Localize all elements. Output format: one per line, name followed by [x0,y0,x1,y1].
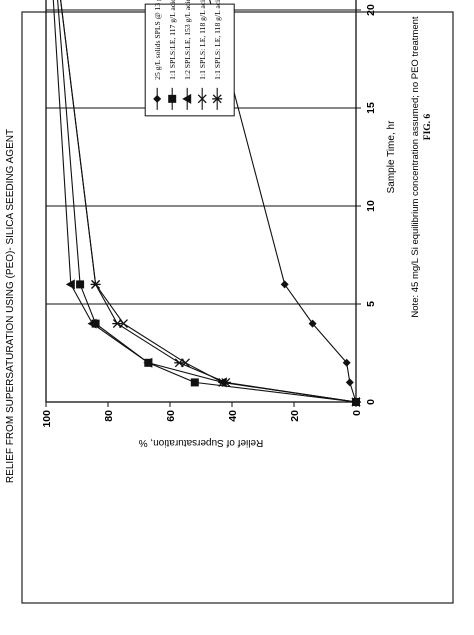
data-point [65,279,75,290]
data-point [197,94,207,104]
y-tick-label: 60 [165,410,177,422]
square-marker [168,94,177,103]
x-axis-label: Sample Time, hr [386,120,397,193]
y-tick-label: 40 [227,410,239,422]
data-point [190,378,199,387]
y-tick-label: 20 [289,410,301,422]
diamond-marker [345,378,354,387]
x-tick-labels: 0510152025 [365,4,377,405]
chart-title: RELIEF FROM SUPERSATURATION USING (PEO)-… [5,129,16,483]
data-point [87,318,97,329]
data-point [308,319,317,328]
data-point [90,279,101,289]
x-tick-label: 5 [365,301,377,307]
diamond-marker [153,94,162,103]
data-point [280,280,289,289]
legend-entry-label: 1:2 SPLS:LE, 153 g/L acid, 23 g/L solids [183,0,192,80]
plot-frame [45,0,357,403]
x-marker-stroke [197,94,207,104]
data-point [153,94,162,103]
triangle-marker [65,279,75,290]
figure-label: FIG. 6 [423,114,433,141]
y-axis-label: Relief of Supersaturation, % [139,437,264,448]
series-markers [65,279,361,407]
data-point [220,377,231,387]
legend-box [144,3,235,117]
series-lines [48,0,357,403]
series-line [191,0,357,403]
y-tick-label: 0 [351,410,363,416]
data-point [112,319,123,329]
data-point [76,280,85,289]
legend-entry-label: 1:1 SPLS:LE, 117 g/L acid, 25 g/L solids [168,0,177,80]
legend-entry-label: 25 g/L solids SPLS @ 13 g/L acid [153,0,162,80]
y-tick-labels: 0 20 40 60 80 100 [41,410,363,428]
note-text: Note: 45 mg/L Si equilibrium concentrati… [410,16,421,318]
series-line [51,0,357,403]
legend-entry-label: 1:1 SPLS: LE, 118 g/L acid, 23 g/L solid… [213,0,222,80]
data-point [212,94,223,104]
data-point [351,397,361,407]
x-tick-label: 20 [365,4,377,16]
x-tick-label: 10 [365,200,377,212]
data-point [174,358,185,368]
diamond-marker [280,280,289,289]
y-tick-label: 80 [103,410,115,422]
triangle-marker [182,93,192,104]
triangle-marker [87,318,97,329]
diamond-marker [308,319,317,328]
x-tick-label: 0 [365,399,377,405]
x-tick-label: 15 [365,102,377,114]
legend: 25 g/L solids SPLS @ 13 g/L acid 1:1 SPLS… [144,0,235,117]
data-point [182,93,192,104]
square-marker [190,378,199,387]
data-point [143,357,153,368]
legend-entry-label: 1:1 SPLS: LE, 118 g/L acid, 21 g/L solid… [198,0,207,80]
chart-area-border [21,11,454,604]
triangle-marker [143,357,153,368]
square-marker [76,280,85,289]
data-point [168,94,177,103]
data-point [345,378,354,387]
y-tick-label: 100 [41,410,53,428]
